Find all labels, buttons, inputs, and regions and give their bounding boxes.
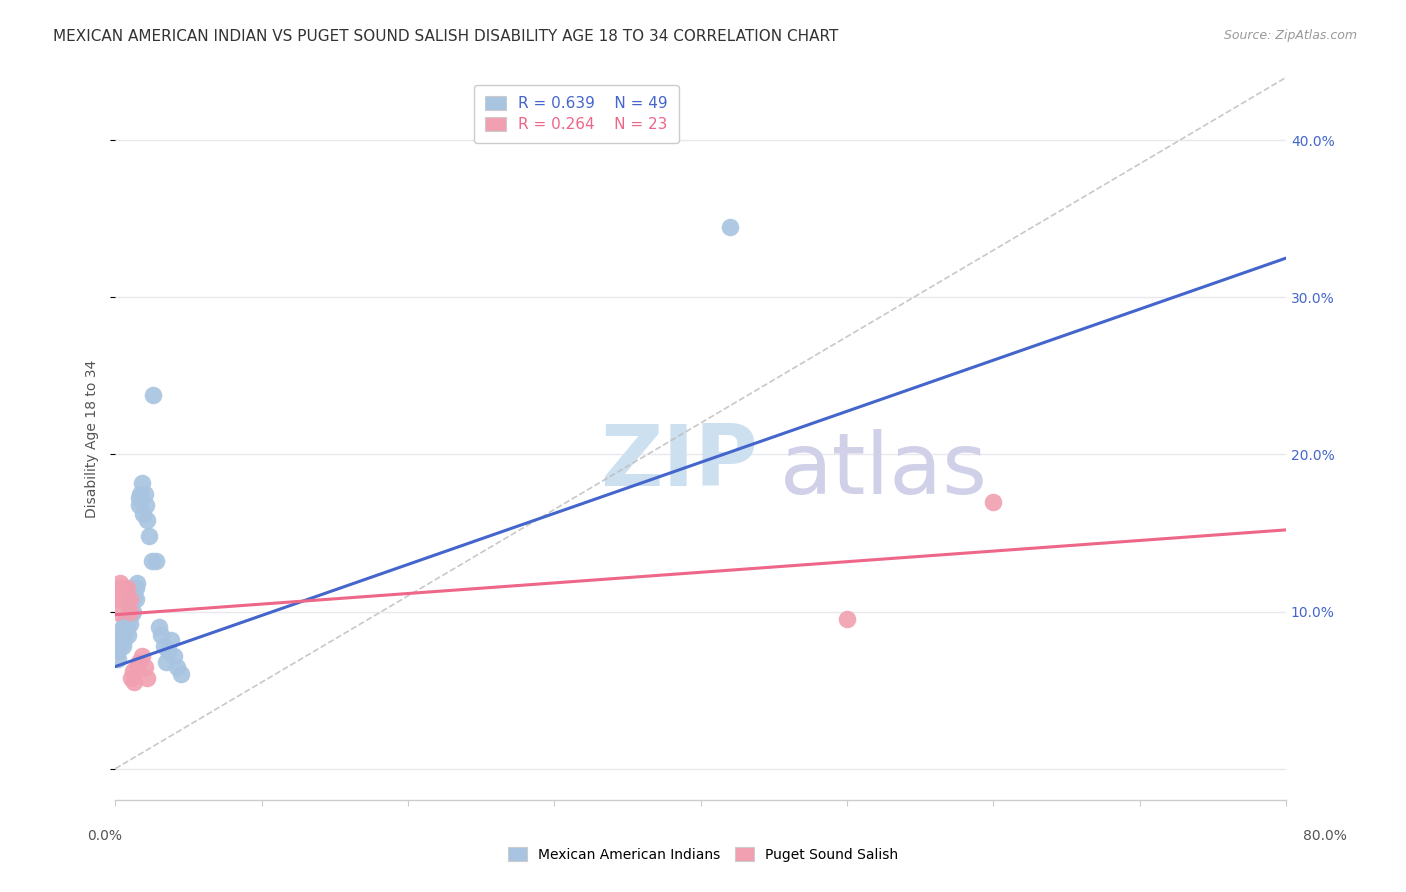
Point: [114, 624, 136, 638]
Point: [110, 589, 132, 603]
Point: [127, 659, 149, 673]
Point: [120, 597, 142, 611]
Point: [152, 639, 174, 653]
Point: [111, 628, 134, 642]
Point: [835, 612, 858, 626]
Point: [128, 491, 150, 506]
Point: [135, 498, 157, 512]
Point: [118, 605, 141, 619]
Point: [108, 576, 131, 591]
Text: 0.0%: 0.0%: [87, 830, 122, 843]
Point: [155, 655, 177, 669]
Point: [111, 639, 134, 653]
Point: [108, 639, 131, 653]
Point: [128, 498, 150, 512]
Legend: R = 0.639    N = 49, R = 0.264    N = 23: R = 0.639 N = 49, R = 0.264 N = 23: [474, 85, 679, 143]
Point: [105, 605, 128, 619]
Point: [131, 475, 153, 490]
Point: [125, 581, 148, 595]
Point: [107, 592, 129, 607]
Point: [121, 605, 143, 619]
Point: [142, 388, 165, 402]
Point: [145, 554, 167, 568]
Point: [136, 671, 159, 685]
Point: [166, 659, 188, 673]
Point: [124, 589, 146, 603]
Text: Source: ZipAtlas.com: Source: ZipAtlas.com: [1223, 29, 1357, 42]
Point: [120, 671, 142, 685]
Text: ZIP: ZIP: [600, 421, 758, 504]
Point: [118, 605, 141, 619]
Point: [121, 665, 143, 679]
Point: [110, 581, 132, 595]
Point: [136, 513, 159, 527]
Point: [108, 632, 131, 647]
Point: [114, 592, 136, 607]
Point: [128, 655, 150, 669]
Point: [112, 632, 135, 647]
Point: [129, 487, 152, 501]
Text: 80.0%: 80.0%: [1303, 830, 1347, 843]
Point: [117, 607, 139, 622]
Point: [118, 592, 141, 607]
Text: atlas: atlas: [779, 429, 987, 512]
Point: [114, 611, 136, 625]
Point: [110, 636, 132, 650]
Point: [107, 581, 129, 595]
Point: [138, 529, 160, 543]
Point: [115, 620, 138, 634]
Point: [117, 628, 139, 642]
Point: [111, 585, 134, 599]
Point: [149, 628, 172, 642]
Point: [160, 632, 183, 647]
Y-axis label: Disability Age 18 to 34: Disability Age 18 to 34: [86, 359, 100, 518]
Point: [125, 592, 148, 607]
Point: [107, 644, 129, 658]
Point: [148, 620, 170, 634]
Point: [115, 581, 138, 595]
Point: [132, 507, 155, 521]
Point: [134, 659, 156, 673]
Point: [163, 648, 186, 663]
Point: [115, 612, 138, 626]
Point: [127, 576, 149, 591]
Point: [111, 620, 134, 634]
Point: [718, 219, 741, 234]
Point: [156, 644, 179, 658]
Point: [141, 554, 163, 568]
Point: [112, 617, 135, 632]
Text: MEXICAN AMERICAN INDIAN VS PUGET SOUND SALISH DISABILITY AGE 18 TO 34 CORRELATIO: MEXICAN AMERICAN INDIAN VS PUGET SOUND S…: [53, 29, 839, 44]
Point: [117, 597, 139, 611]
Legend: Mexican American Indians, Puget Sound Salish: Mexican American Indians, Puget Sound Sa…: [502, 842, 904, 867]
Point: [107, 651, 129, 665]
Point: [170, 667, 193, 681]
Point: [134, 487, 156, 501]
Point: [121, 592, 143, 607]
Point: [981, 494, 1004, 508]
Point: [112, 581, 135, 595]
Point: [110, 624, 132, 638]
Point: [124, 675, 146, 690]
Point: [118, 617, 141, 632]
Point: [120, 607, 142, 622]
Point: [131, 648, 153, 663]
